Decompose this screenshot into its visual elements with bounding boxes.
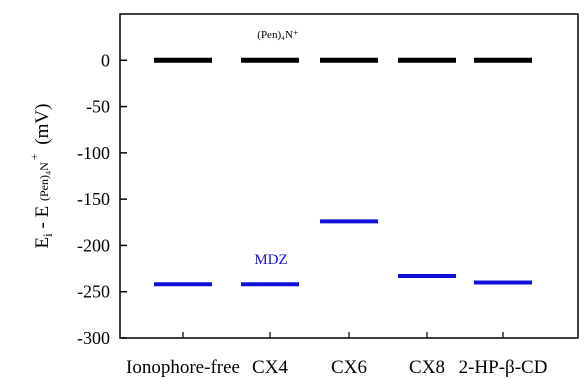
x-axis-labels: Ionophore-free CX4 CX6 CX8 2-HP-β-CD xyxy=(126,332,547,378)
x-tick-label: 2-HP-β-CD xyxy=(459,357,548,378)
y-tick-label: -300 xyxy=(77,328,110,348)
y-axis-label-mid: - E xyxy=(32,201,53,233)
y-tick-label: -200 xyxy=(77,235,110,255)
y-axis-label-unit: (mV) xyxy=(32,104,53,150)
y-axis-ticks: 0 -50 -100 -150 -200 -250 -300 xyxy=(77,50,127,348)
y-tick-label: -100 xyxy=(77,143,110,163)
series-labels: (Pen)₄N⁺ MDZ xyxy=(254,29,299,268)
x-tick-label: CX6 xyxy=(331,357,367,378)
y-axis-label-sub-i: i xyxy=(40,233,55,237)
x-tick-label: CX8 xyxy=(409,357,445,378)
y-axis-label-sup: + xyxy=(27,153,41,160)
level-marks xyxy=(154,57,532,287)
y-axis-label: Ei - E (Pen)₄N + (mV) xyxy=(27,104,55,249)
series-label-mdz: MDZ xyxy=(254,252,287,268)
series-label-reference: (Pen)₄N⁺ xyxy=(257,29,299,41)
y-axis-label-main: E xyxy=(32,237,53,249)
y-tick-label: 0 xyxy=(101,50,110,70)
x-tick-label: Ionophore-free xyxy=(126,357,240,378)
y-tick-label: -50 xyxy=(86,97,110,117)
y-tick-label: -250 xyxy=(77,282,110,302)
y-tick-label: -150 xyxy=(77,189,110,209)
y-axis-label-sub-ion: (Pen)₄N xyxy=(37,162,51,201)
x-tick-label: CX4 xyxy=(252,357,288,378)
